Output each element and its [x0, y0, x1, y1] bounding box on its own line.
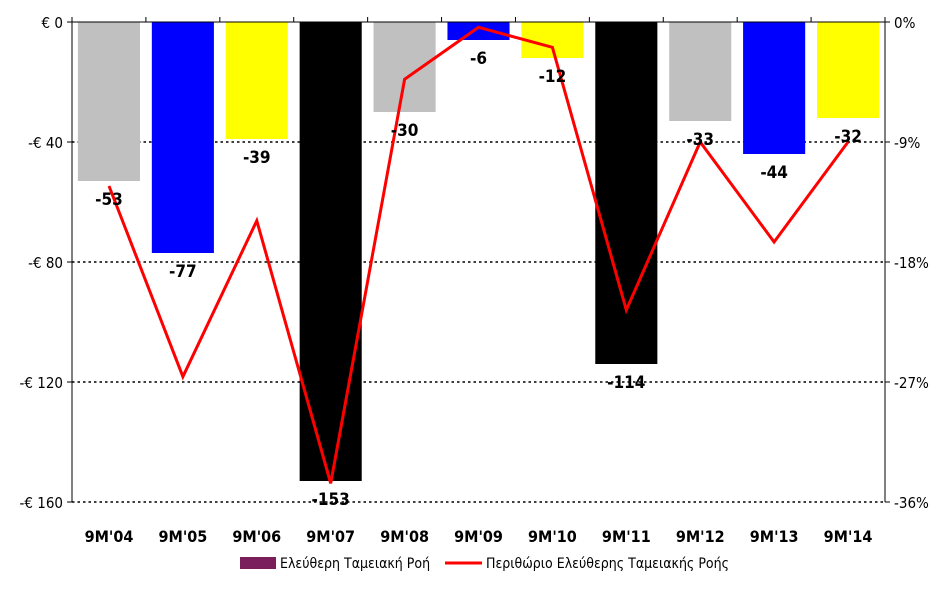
- bar-series: [77, 22, 880, 481]
- data-label-9M'13: -44: [760, 163, 788, 183]
- data-label-9M'06: -39: [243, 148, 271, 168]
- bar-9M'08: [373, 22, 436, 112]
- category-label: 9M'04: [85, 527, 134, 546]
- bar-9M'04: [77, 22, 140, 181]
- data-label-9M'08: -30: [391, 121, 419, 141]
- data-label-9M'04: -53: [95, 190, 123, 210]
- category-label: 9M'14: [824, 527, 873, 546]
- bar-9M'06: [225, 22, 288, 139]
- right-tick-label: 0%: [894, 14, 916, 32]
- line-series: [107, 25, 850, 484]
- category-labels: 9M'04 9M'05 9M'06 9M'07 9M'08 9M'09 9M'10 9M'11…: [85, 527, 873, 546]
- axes: [67, 17, 890, 503]
- bar-9M'07: [299, 22, 362, 481]
- category-label: 9M'05: [158, 527, 207, 546]
- category-label: 9M'06: [232, 527, 281, 546]
- right-tick-label: -36%: [894, 494, 929, 512]
- left-tick-label: € 0: [42, 14, 63, 32]
- legend-label-line: Περιθώριο Ελεύθερης Ταμειακής Ροής: [486, 556, 729, 572]
- category-label: 9M'10: [528, 527, 577, 546]
- right-tick-label: -27%: [894, 374, 929, 392]
- category-label: 9M'08: [380, 527, 429, 546]
- left-tick-label: -€ 80: [28, 254, 63, 272]
- margin-line: [107, 25, 850, 484]
- data-label-9M'11: -114: [607, 373, 645, 393]
- category-label: 9M'09: [454, 527, 503, 546]
- bar-9M'13: [743, 22, 806, 154]
- category-label: 9M'13: [750, 527, 799, 546]
- legend: Ελεύθερη Ταμειακή Ροή Περιθώριο Ελεύθερης…: [240, 556, 729, 572]
- data-label-9M'05: -77: [169, 262, 197, 282]
- data-label-9M'09: -6: [470, 49, 487, 69]
- legend-swatch-bar: [240, 557, 276, 569]
- right-axis-ticks: 0% -9% -18% -27% -36%: [894, 14, 929, 512]
- category-label: 9M'07: [306, 527, 355, 546]
- data-labels: -53 -77 -39 -153 -30 -6 -12 -114 -33 -44 -32: [95, 49, 862, 510]
- bar-9M'05: [151, 22, 214, 253]
- data-label-9M'14: -32: [834, 127, 862, 147]
- left-axis-ticks: € 0 -€ 40 -€ 80 -€ 120 -€ 160: [20, 14, 64, 512]
- right-tick-label: -18%: [894, 254, 929, 272]
- data-label-9M'07: -153: [312, 490, 350, 510]
- bar-9M'12: [669, 22, 732, 121]
- data-label-9M'12: -33: [686, 130, 714, 150]
- bar-9M'09: [447, 22, 510, 40]
- left-tick-label: -€ 160: [20, 494, 64, 512]
- bar-9M'14: [817, 22, 880, 118]
- left-tick-label: -€ 40: [28, 134, 63, 152]
- legend-label-bar: Ελεύθερη Ταμειακή Ροή: [280, 556, 430, 572]
- right-tick-label: -9%: [894, 134, 920, 152]
- left-tick-label: -€ 120: [20, 374, 64, 392]
- data-label-9M'10: -12: [539, 67, 567, 87]
- category-label: 9M'11: [602, 527, 651, 546]
- category-label: 9M'12: [676, 527, 725, 546]
